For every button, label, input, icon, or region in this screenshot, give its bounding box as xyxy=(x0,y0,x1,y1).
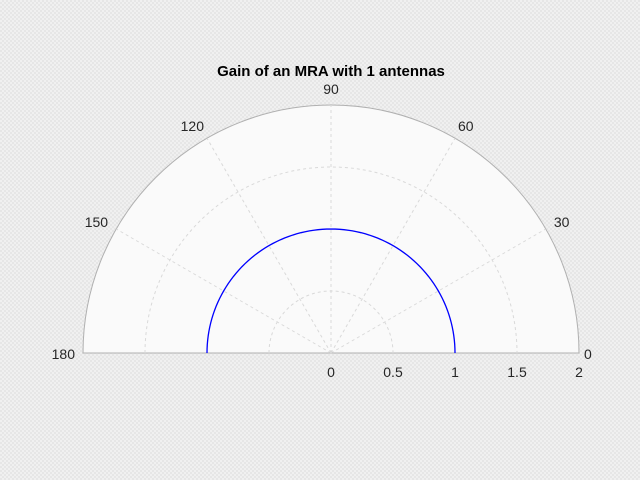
r-tick-label-1: 1 xyxy=(451,364,459,380)
theta-tick-label-60: 60 xyxy=(458,118,474,134)
r-tick-labels: 0 0.5 1 1.5 2 xyxy=(327,364,583,380)
theta-tick-label-30: 30 xyxy=(554,214,570,230)
theta-gridline-120 xyxy=(206,137,332,354)
theta-tick-label-0: 0 xyxy=(584,346,592,362)
theta-gridline-60 xyxy=(330,137,456,354)
r-tick-label-0: 0 xyxy=(327,364,335,380)
theta-tick-label-150: 150 xyxy=(85,214,109,230)
theta-tick-label-120: 120 xyxy=(181,118,205,134)
plot-area xyxy=(206,228,456,354)
theta-tick-labels: 0 30 60 90 120 150 180 xyxy=(52,81,592,362)
r-tick-label-0.5: 0.5 xyxy=(383,364,403,380)
theta-tick-label-180: 180 xyxy=(52,346,76,362)
r-gridline-0.5 xyxy=(268,290,394,354)
r-tick-label-2: 2 xyxy=(575,364,583,380)
theta-tick-label-90: 90 xyxy=(323,81,339,97)
r-tick-label-1.5: 1.5 xyxy=(507,364,527,380)
theta-gridline-30 xyxy=(330,228,547,354)
theta-gridline-150 xyxy=(115,228,332,354)
chart-title: Gain of an MRA with 1 antennas xyxy=(217,63,445,80)
r-gridline-1.5 xyxy=(144,166,518,354)
series-line-0 xyxy=(206,228,456,354)
